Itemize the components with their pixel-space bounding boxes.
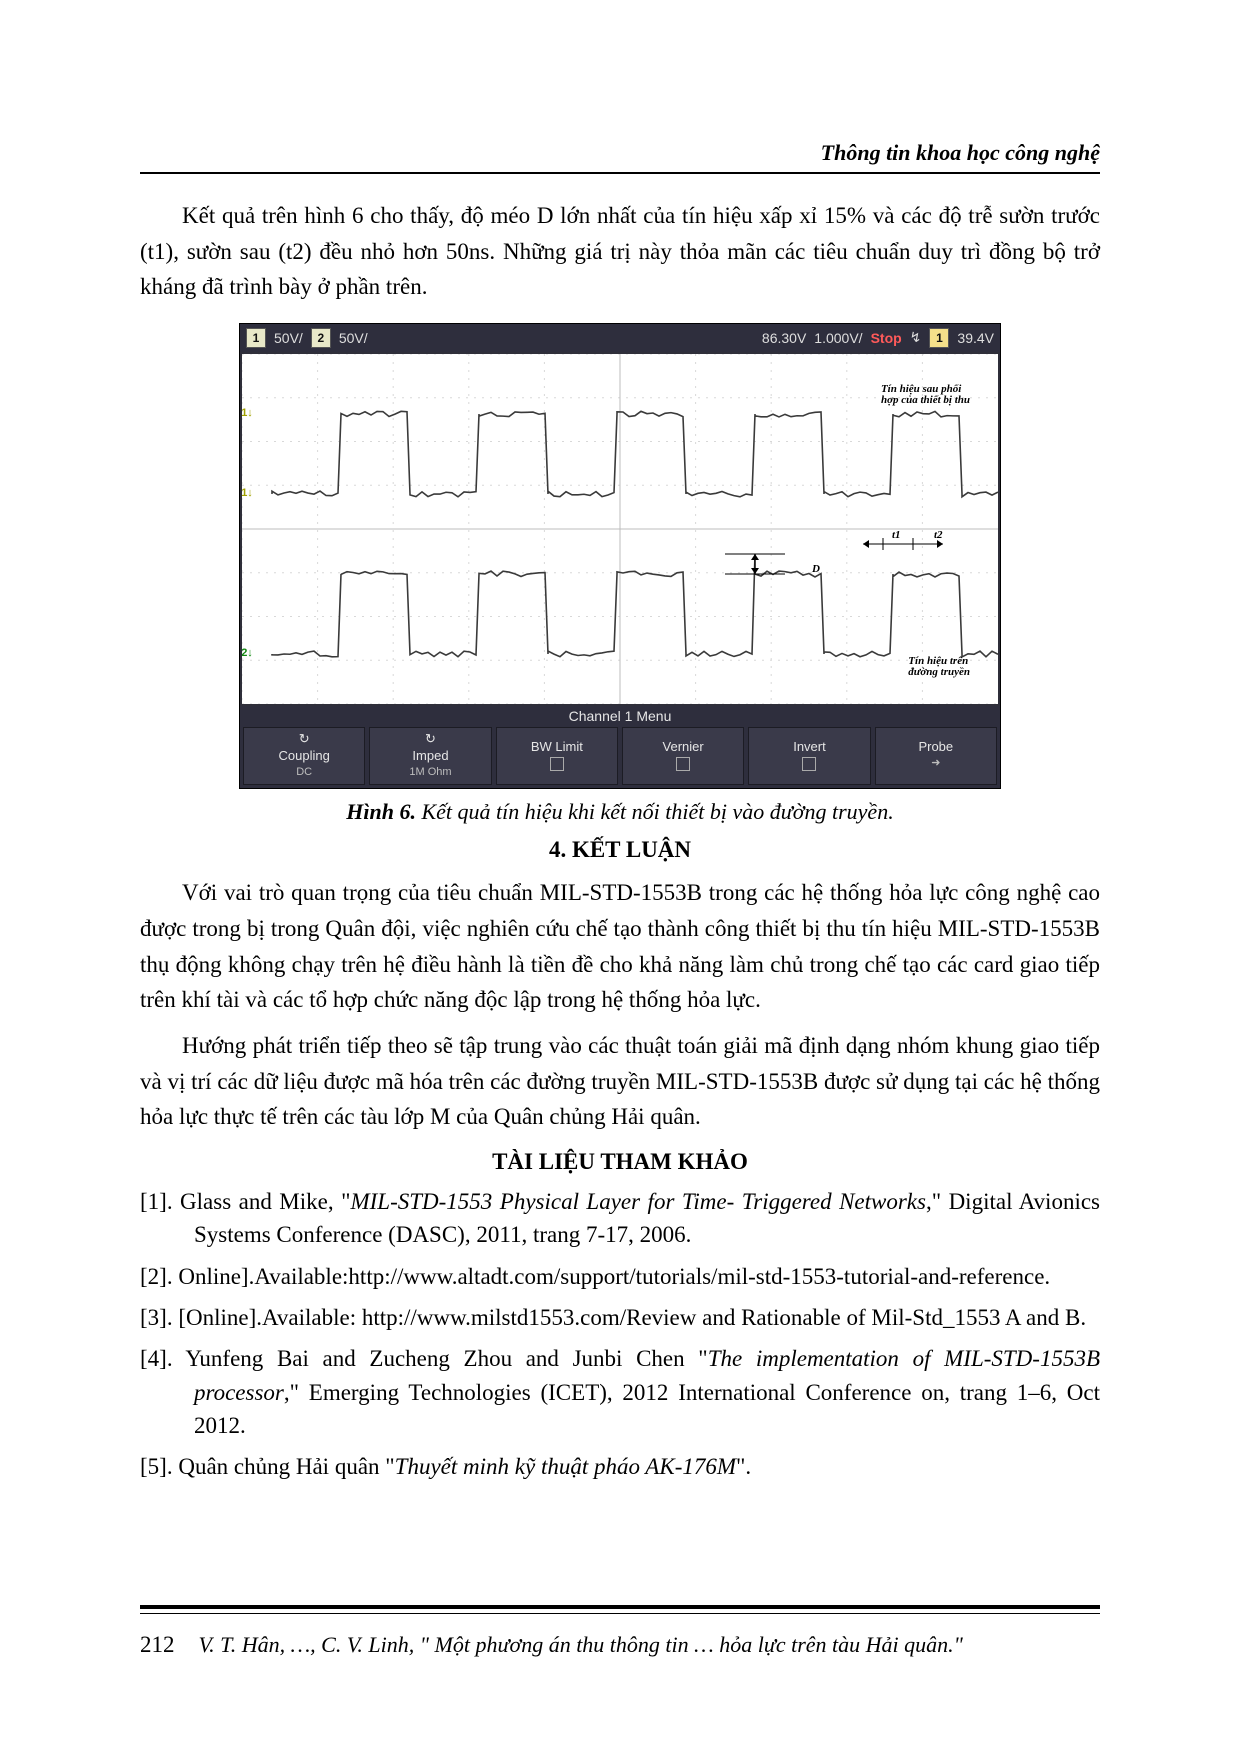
reference-item: [5]. Quân chủng Hải quân "Thuyết minh kỹ… xyxy=(140,1450,1100,1483)
heading-ket-luan: 4. KẾT LUẬN xyxy=(140,837,1100,863)
softkey-label: Probe xyxy=(918,740,953,755)
page-number: 212 xyxy=(140,1632,175,1658)
softkey-label: Vernier xyxy=(663,740,704,755)
checkbox-icon xyxy=(676,757,690,771)
scope-top-bar: 1 50V/ 2 50V/ 86.30V 1.000V/ Stop ↯ 1 39… xyxy=(240,324,1000,352)
figure-6: 1 50V/ 2 50V/ 86.30V 1.000V/ Stop ↯ 1 39… xyxy=(140,323,1100,826)
running-title: Thông tin khoa học công nghệ xyxy=(140,140,1100,166)
marker-ch2-gnd: 2↓ xyxy=(242,646,254,660)
softkey-label: BW Limit xyxy=(531,740,583,755)
trigger-source-chip: 1 xyxy=(929,328,949,348)
softkey-invert[interactable]: Invert xyxy=(748,727,870,786)
softkey-label: Invert xyxy=(793,740,826,755)
annotation-rx-l2: hợp của thiết bị thu xyxy=(881,394,970,406)
ch2-scale: 50V/ xyxy=(339,330,368,346)
reference-item: [3]. [Online].Available: http://www.mils… xyxy=(140,1301,1100,1334)
checkbox-icon xyxy=(802,757,816,771)
scope-traces xyxy=(272,411,998,657)
reference-item: [4]. Yunfeng Bai and Zucheng Zhou and Ju… xyxy=(140,1342,1100,1442)
figure-label: Hình 6. xyxy=(346,799,416,824)
softkey-imped[interactable]: ↻ Imped 1M Ohm xyxy=(369,727,491,786)
reference-item: [2]. Online].Available:http://www.altadt… xyxy=(140,1260,1100,1293)
heading-references: TÀI LIỆU THAM KHẢO xyxy=(140,1149,1100,1175)
trigger-edge-icon: ↯ xyxy=(910,329,922,346)
checkbox-icon xyxy=(550,757,564,771)
softkey-icon: ↻ xyxy=(425,732,436,747)
figure-6-caption: Hình 6. Kết quả tín hiệu khi kết nối thi… xyxy=(140,799,1100,825)
annotation-rx-signal: Tín hiệu sau phối hợp của thiết bị thu xyxy=(881,384,970,407)
page-footer: 212 V. T. Hân, …, C. V. Linh, " Một phươ… xyxy=(140,1605,1100,1658)
page: Thông tin khoa học công nghệ Kết quả trê… xyxy=(0,0,1240,1754)
softkey-label: Coupling xyxy=(279,749,330,764)
trigger-level: 39.4V xyxy=(957,330,994,346)
softkey-coupling[interactable]: ↻ Coupling DC xyxy=(243,727,365,786)
softkey-label: Imped xyxy=(412,749,448,764)
ch1-chip: 1 xyxy=(246,328,266,348)
annotation-bus-signal: Tín hiệu trên đường truyền xyxy=(908,656,970,679)
time-pos: 86.30V xyxy=(762,330,806,346)
figure-caption-text: Kết quả tín hiệu khi kết nối thiết bị và… xyxy=(416,799,894,824)
paragraph-2: Với vai trò quan trọng của tiêu chuẩn MI… xyxy=(140,875,1100,1018)
scope-softkey-bar: ↻ Coupling DC ↻ Imped 1M Ohm BW Limit Ve… xyxy=(240,724,1000,789)
scope-overlay xyxy=(725,538,943,574)
scope-plot-area: 1↓ 1↓ 2↓ Tín hiệu sau phối hợp của thiết… xyxy=(242,354,998,704)
softkey-probe[interactable]: Probe ➜ xyxy=(875,727,997,786)
marker-ch1-gnd: 1↓ xyxy=(242,486,254,500)
softkey-vernier[interactable]: Vernier xyxy=(622,727,744,786)
annotation-t1: t1 xyxy=(892,530,901,542)
softkey-bwlimit[interactable]: BW Limit xyxy=(496,727,618,786)
run-status: Stop xyxy=(871,330,902,346)
oscilloscope-screenshot: 1 50V/ 2 50V/ 86.30V 1.000V/ Stop ↯ 1 39… xyxy=(239,323,1001,790)
ch1-scale: 50V/ xyxy=(274,330,303,346)
annotation-D: D xyxy=(812,564,820,576)
softkey-sub: 1M Ohm xyxy=(409,766,451,779)
reference-item: [1]. Glass and Mike, "MIL-STD-1553 Physi… xyxy=(140,1185,1100,1252)
scope-menu-title: Channel 1 Menu xyxy=(240,706,1000,724)
marker-ch1-ref: 1↓ xyxy=(242,406,254,420)
annotation-t2: t2 xyxy=(934,530,943,542)
annotation-bus-l2: đường truyền xyxy=(908,666,970,678)
ch2-chip: 2 xyxy=(311,328,331,348)
paragraph-3: Hướng phát triển tiếp theo sẽ tập trung … xyxy=(140,1028,1100,1135)
footer-rule-thick xyxy=(140,1605,1100,1609)
reference-list: [1]. Glass and Mike, "MIL-STD-1553 Physi… xyxy=(140,1185,1100,1484)
softkey-sub: DC xyxy=(296,766,312,779)
softkey-icon: ↻ xyxy=(299,732,310,747)
footer-rule-thin xyxy=(140,1613,1100,1614)
running-header: Thông tin khoa học công nghệ xyxy=(140,140,1100,174)
time-div: 1.000V/ xyxy=(814,330,862,346)
annotation-bus-l1: Tín hiệu trên xyxy=(908,655,968,667)
arrow-right-icon: ➜ xyxy=(931,757,940,770)
annotation-rx-l1: Tín hiệu sau phối xyxy=(881,383,961,395)
paragraph-1: Kết quả trên hình 6 cho thấy, độ méo D l… xyxy=(140,198,1100,305)
footer-citation: V. T. Hân, …, C. V. Linh, " Một phương á… xyxy=(199,1632,963,1658)
